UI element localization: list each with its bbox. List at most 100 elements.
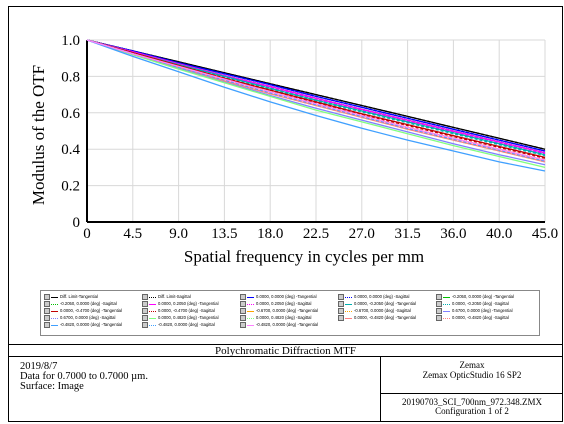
series-line — [86, 39, 546, 157]
legend-item: 0.0000, -0.2050 (deg) -Sagittal — [436, 301, 509, 307]
legend-item: 0.0000, 0.0000 (deg) -Sagittal — [338, 294, 409, 300]
legend-swatch — [149, 296, 156, 298]
legend-swatch — [345, 296, 352, 298]
series-line — [86, 39, 546, 150]
x-tick-label: 31.5 — [394, 226, 420, 242]
legend-item: -0.2050, 0.0000 (deg) -Tangential — [436, 294, 514, 300]
legend-swatch — [247, 303, 254, 305]
series-line — [86, 39, 546, 152]
legend-label: -0.6700, 0.0000 (deg) -Sagittal — [354, 308, 411, 314]
legend-item: Diff. Limit-Sagittal — [142, 294, 191, 300]
y-tick-label: 1.0 — [61, 33, 80, 49]
legend-marker-icon — [240, 322, 246, 328]
legend-label: 0.6700, 0.0000 (deg) -Tangential — [452, 308, 513, 314]
legend-label: Diff. Limit-Tangential — [60, 294, 98, 300]
report-company: Zemax — [459, 360, 485, 370]
x-axis-title: Spatial frequency in cycles per mm — [184, 247, 424, 266]
legend-item: -0.6700, 0.0000 (deg) -Tangential — [240, 308, 318, 314]
legend-label: Diff. Limit-Sagittal — [158, 294, 191, 300]
legend-marker-icon — [44, 308, 50, 314]
mtf-chart: 0 4.5 9.0 13.5 18.0 22.5 27.0 31.5 36.0 40.0 45.0 0… — [29, 33, 558, 266]
legend-item: 0.0000, 0.0000 (deg) -Tangential — [240, 294, 317, 300]
report-footer: Polychromatic Diffraction MTF 2019/8/7 D… — [8, 344, 563, 422]
legend-label: -0.4820, 0.0000 (deg) -Tangential — [60, 322, 122, 328]
series-line — [86, 39, 546, 172]
legend-label: 0.0000, 0.4820 (deg) -Sagittal — [256, 315, 312, 321]
x-tick-label: 27.0 — [349, 226, 375, 242]
legend-item: 0.0000, 0.4820 (deg) -Tangential — [142, 315, 219, 321]
series-line — [86, 39, 546, 159]
legend-swatch — [51, 303, 58, 305]
report-filename: 20190703_SCI_700nm_972.348.ZMX — [401, 397, 542, 407]
legend-item: 0.0000, -0.4700 (deg) -Tangential — [44, 308, 122, 314]
y-axis-title: Modulus of the OTF — [29, 65, 48, 205]
legend-marker-icon — [240, 301, 246, 307]
x-tick-label: 0 — [83, 226, 91, 242]
legend-label: 0.0000, 0.2050 (deg) -Sagittal — [256, 301, 312, 307]
report-surface: Surface: Image — [20, 381, 84, 392]
legend-marker-icon — [436, 301, 442, 307]
series-line — [86, 39, 546, 159]
legend-item: 0.6700, 0.0000 (deg) -Tangential — [436, 308, 513, 314]
legend-label: 0.6700, 0.0000 (deg) -Sagittal — [60, 315, 116, 321]
legend-label: 0.0000, -0.4700 (deg) -Sagittal — [158, 308, 215, 314]
legend-marker-icon — [142, 308, 148, 314]
report-configuration: Configuration 1 of 2 — [435, 406, 509, 416]
legend-marker-icon — [142, 301, 148, 307]
legend-marker-icon — [142, 294, 148, 300]
chart-frame — [8, 6, 563, 422]
legend-label: 0.0000, 0.0000 (deg) -Tangential — [256, 294, 317, 300]
x-tick-label: 18.0 — [257, 226, 283, 242]
legend-swatch — [247, 324, 254, 326]
legend-item: -0.2050, 0.0000 (deg) -Sagittal — [44, 301, 117, 307]
legend-label: 0.0000, -0.2050 (deg) -Tangential — [354, 301, 416, 307]
legend-marker-icon — [240, 294, 246, 300]
legend-marker-icon — [436, 315, 442, 321]
legend-swatch — [443, 310, 450, 312]
legend-label: 0.0000, 0.4820 (deg) -Tangential — [158, 315, 219, 321]
legend-marker-icon — [44, 301, 50, 307]
x-tick-label: 40.0 — [486, 226, 512, 242]
legend-marker-icon — [142, 322, 148, 328]
legend-item: 0.0000, -0.2050 (deg) -Tangential — [338, 301, 416, 307]
legend-label: 0.0000, -0.4820 (deg) -Tangential — [354, 315, 416, 321]
report-date: 2019/8/7 — [20, 361, 58, 372]
series-line — [86, 39, 546, 155]
y-tick-label: 0.6 — [61, 106, 80, 122]
legend-label: -0.2050, 0.0000 (deg) -Tangential — [452, 294, 514, 300]
legend-marker-icon — [338, 315, 344, 321]
x-tick-label: 9.0 — [169, 226, 188, 242]
y-tick-label: 0.2 — [61, 179, 80, 195]
legend-item: 0.0000, 0.4820 (deg) -Sagittal — [240, 315, 311, 321]
legend-swatch — [51, 310, 58, 312]
legend-item: 0.0000, -0.4820 (deg) -Sagittal — [436, 315, 509, 321]
legend-label: -0.2050, 0.0000 (deg) -Sagittal — [60, 301, 117, 307]
legend-swatch — [149, 324, 156, 326]
legend-marker-icon — [240, 308, 246, 314]
legend-swatch — [149, 303, 156, 305]
x-tick-label: 45.0 — [532, 226, 558, 242]
legend-swatch — [443, 296, 450, 298]
legend-swatch — [345, 310, 352, 312]
x-tick-label: 4.5 — [123, 226, 142, 242]
legend-marker-icon — [44, 294, 50, 300]
legend-item: 0.0000, -0.4820 (deg) -Tangential — [338, 315, 416, 321]
series-line — [86, 39, 546, 154]
legend-label: -0.6700, 0.0000 (deg) -Tangential — [256, 308, 318, 314]
legend-item: -0.4820, 0.0000 (deg) -Tangential — [240, 322, 318, 328]
y-tick-label: 0.8 — [61, 69, 80, 85]
series-line — [86, 39, 546, 162]
report-title: Polychromatic Diffraction MTF — [8, 344, 563, 357]
legend-marker-icon — [338, 308, 344, 314]
legend-item: 0.0000, -0.4700 (deg) -Sagittal — [142, 308, 215, 314]
legend-swatch — [149, 310, 156, 312]
legend-item: Diff. Limit-Tangential — [44, 294, 98, 300]
report-data-range: Data for 0.7000 to 0.7000 µm. — [20, 371, 148, 382]
legend-item: 0.0000, 0.2050 (deg) -Sagittal — [240, 301, 311, 307]
legend-swatch — [51, 324, 58, 326]
series-line — [86, 39, 546, 169]
x-tick-label: 22.5 — [303, 226, 329, 242]
y-tick-label: 0 — [73, 215, 81, 231]
report-file-box: 20190703_SCI_700nm_972.348.ZMX Configura… — [380, 394, 563, 422]
legend-marker-icon — [142, 315, 148, 321]
